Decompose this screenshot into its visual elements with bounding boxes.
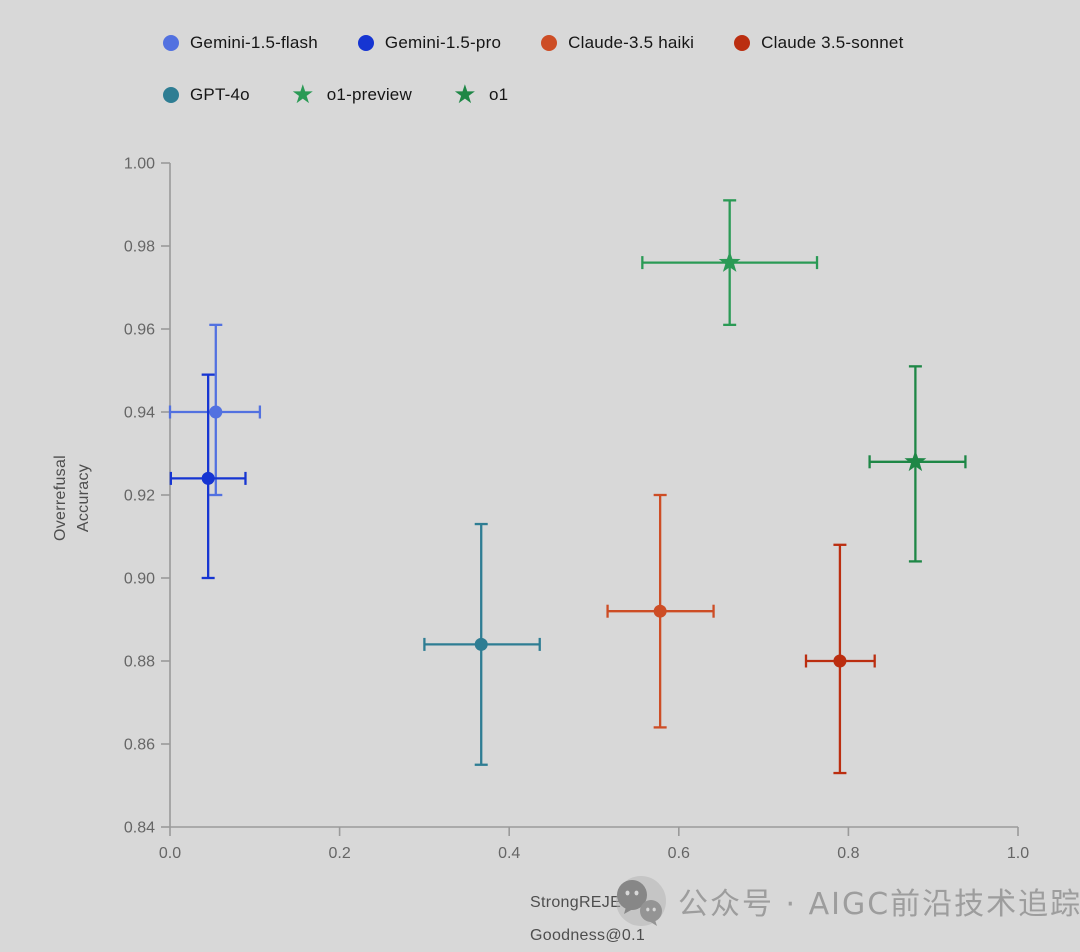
circle-marker-icon	[474, 637, 488, 651]
legend-label: Claude 3.5-sonnet	[761, 33, 904, 52]
data-point-claude-3-5-sonnet	[804, 543, 876, 775]
data-point-gpt-4o	[423, 522, 541, 766]
legend-label: Gemini-1.5-pro	[384, 33, 502, 52]
y-axis-title-line: Accuracy	[75, 463, 92, 533]
legend-label: o1	[488, 85, 509, 104]
legend-label: Gemini-1.5-flash	[190, 33, 318, 52]
legend-item-claude-3-5-sonnet: Claude 3.5-sonnet	[734, 33, 903, 53]
circle-marker-icon	[833, 654, 847, 668]
circle-marker-icon	[357, 35, 374, 51]
watermark: 公众号 · AIGC前沿技术追踪	[608, 872, 1080, 930]
legend-label: Claude-3.5 haiki	[568, 33, 695, 52]
legend-item-claude-3-5-haiki: Claude-3.5 haiki	[541, 33, 694, 53]
x-tick-label: 0.0	[159, 845, 181, 862]
y-axis-ticks: 0.84 0.86 0.88 0.90 0.92 0.94 0.96 0.98 1.00	[124, 156, 170, 837]
star-marker-icon: ★	[291, 79, 315, 109]
x-tick-label: 0.6	[668, 845, 690, 862]
legend-item-gemini-1-5-flash: Gemini-1.5-flash	[163, 33, 318, 53]
x-axis-title-line: StrongREJECT	[530, 894, 643, 911]
legend-row-1: Gemini-1.5-flash Gemini-1.5-pro Claude-3…	[163, 30, 904, 56]
watermark-text: 公众号 · AIGC前沿技术追踪	[678, 887, 1080, 922]
legend-label: o1-preview	[326, 85, 412, 104]
y-tick-label: 0.84	[124, 820, 155, 837]
legend-item-o1-preview: ★ o1-preview	[290, 79, 412, 109]
x-tick-label: 1.0	[1007, 845, 1029, 862]
y-tick-label: 0.88	[124, 654, 155, 671]
y-tick-label: 0.98	[124, 239, 155, 256]
data-point-gemini-1-5-flash	[168, 323, 262, 497]
x-axis-title-line: Goodness@0.1	[530, 927, 646, 944]
x-axis-ticks: 0.0 0.2 0.4 0.6 0.8 1.0	[159, 827, 1029, 862]
data-point-o1-preview	[641, 199, 819, 327]
x-tick-label: 0.4	[498, 845, 520, 862]
y-tick-label: 1.00	[124, 156, 155, 173]
star-marker-icon: ★	[453, 79, 477, 109]
y-tick-label: 0.90	[124, 571, 155, 588]
star-marker-icon	[718, 251, 741, 272]
data-point-o1	[868, 365, 967, 563]
circle-marker-icon	[734, 35, 751, 51]
data-point-claude-3-5-haiki	[606, 493, 715, 729]
legend-label: GPT-4o	[190, 85, 250, 104]
y-axis-title-line: Overrefusal	[52, 455, 69, 541]
legend: Gemini-1.5-flash Gemini-1.5-pro Claude-3…	[163, 30, 904, 134]
y-tick-label: 0.96	[124, 322, 155, 339]
x-tick-label: 0.2	[328, 845, 350, 862]
legend-item-gemini-1-5-pro: Gemini-1.5-pro	[357, 33, 502, 53]
data-point-gemini-1-5-pro	[169, 373, 247, 580]
legend-row-2: GPT-4o ★ o1-preview ★ o1	[163, 79, 904, 109]
circle-marker-icon	[209, 405, 223, 419]
axes	[169, 163, 1018, 828]
y-tick-label: 0.94	[124, 405, 155, 422]
x-tick-label: 0.8	[837, 845, 859, 862]
circle-marker-icon	[201, 471, 215, 485]
legend-item-o1: ★ o1	[452, 79, 509, 109]
y-tick-label: 0.92	[124, 488, 155, 505]
circle-marker-icon	[163, 87, 179, 103]
circle-marker-icon	[163, 35, 179, 51]
legend-item-gpt-4o: GPT-4o	[163, 85, 250, 105]
x-axis-title: StrongREJECT Goodness@0.1	[530, 886, 645, 952]
y-tick-label: 0.86	[124, 737, 155, 754]
circle-marker-icon	[541, 35, 558, 51]
chat-bubbles-icon	[616, 876, 666, 926]
circle-marker-icon	[653, 604, 667, 618]
star-marker-icon	[904, 450, 927, 472]
y-axis-title: Overrefusal Accuracy	[49, 398, 95, 598]
